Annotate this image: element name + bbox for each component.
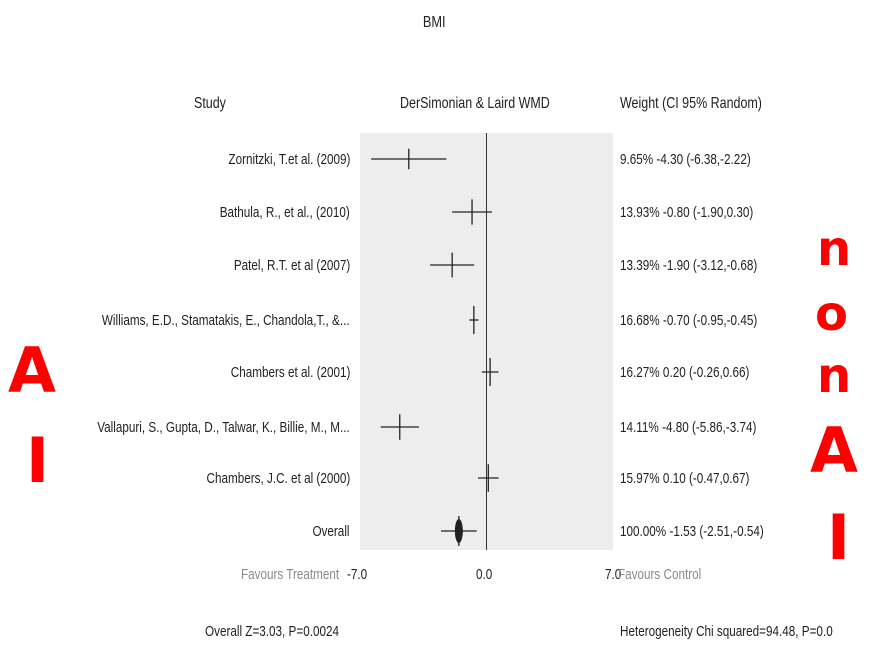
- favours-treatment-label: Favours Treatment: [241, 566, 340, 583]
- x-tick-label: -7.0: [347, 566, 368, 583]
- annotation-letter: n: [817, 221, 852, 277]
- overall-weight-label: 100.00% -1.53 (-2.51,-0.54): [620, 523, 764, 540]
- chart-title: BMI: [423, 14, 446, 31]
- weight-label: 13.93% -0.80 (-1.90,0.30): [620, 204, 754, 221]
- study-label: Chambers et al. (2001): [230, 364, 350, 381]
- column-header-study: Study: [194, 95, 226, 112]
- annotation-letter: n: [817, 348, 852, 404]
- weight-label: 9.65% -4.30 (-6.38,-2.22): [620, 151, 751, 168]
- weight-label: 13.39% -1.90 (-3.12,-0.68): [620, 257, 758, 274]
- x-tick-label: 0.0: [476, 566, 493, 583]
- weight-label: 14.11% -4.80 (-5.86,-3.74): [620, 419, 757, 436]
- study-label: Williams, E.D., Stamatakis, E., Chandola…: [102, 312, 350, 329]
- weight-label: 16.68% -0.70 (-0.95,-0.45): [620, 312, 758, 329]
- annotation-letter: A: [8, 334, 56, 407]
- weight-label: 16.27% 0.20 (-0.26,0.66): [620, 364, 750, 381]
- annotation-letter: A: [810, 414, 858, 487]
- annotation-letter: o: [815, 286, 848, 342]
- study-label: Bathula, R., et al., (2010): [219, 204, 350, 221]
- annotation-letter: I: [26, 424, 50, 497]
- study-label: Zornitzki, T.et al. (2009): [227, 151, 350, 168]
- annotation-letter: I: [827, 501, 851, 574]
- column-header-weight: Weight (CI 95% Random): [620, 95, 762, 112]
- study-label: Chambers, J.C. et al (2000): [206, 470, 350, 487]
- overall-z-stat: Overall Z=3.03, P=0.0024: [205, 623, 339, 640]
- x-tick-label: 7.0: [605, 566, 622, 583]
- heterogeneity-stat: Heterogeneity Chi squared=94.48, P=0.0: [620, 623, 833, 640]
- column-header-method: DerSimonian & Laird WMD: [400, 95, 550, 112]
- weight-label: 15.97% 0.10 (-0.47,0.67): [620, 470, 750, 487]
- overall-label: Overall: [312, 523, 350, 540]
- favours-control-label: Favours Control: [618, 566, 702, 583]
- study-label: Vallapuri, S., Gupta, D., Talwar, K., Bi…: [97, 419, 350, 436]
- study-label: Patel, R.T. et al (2007): [233, 257, 350, 274]
